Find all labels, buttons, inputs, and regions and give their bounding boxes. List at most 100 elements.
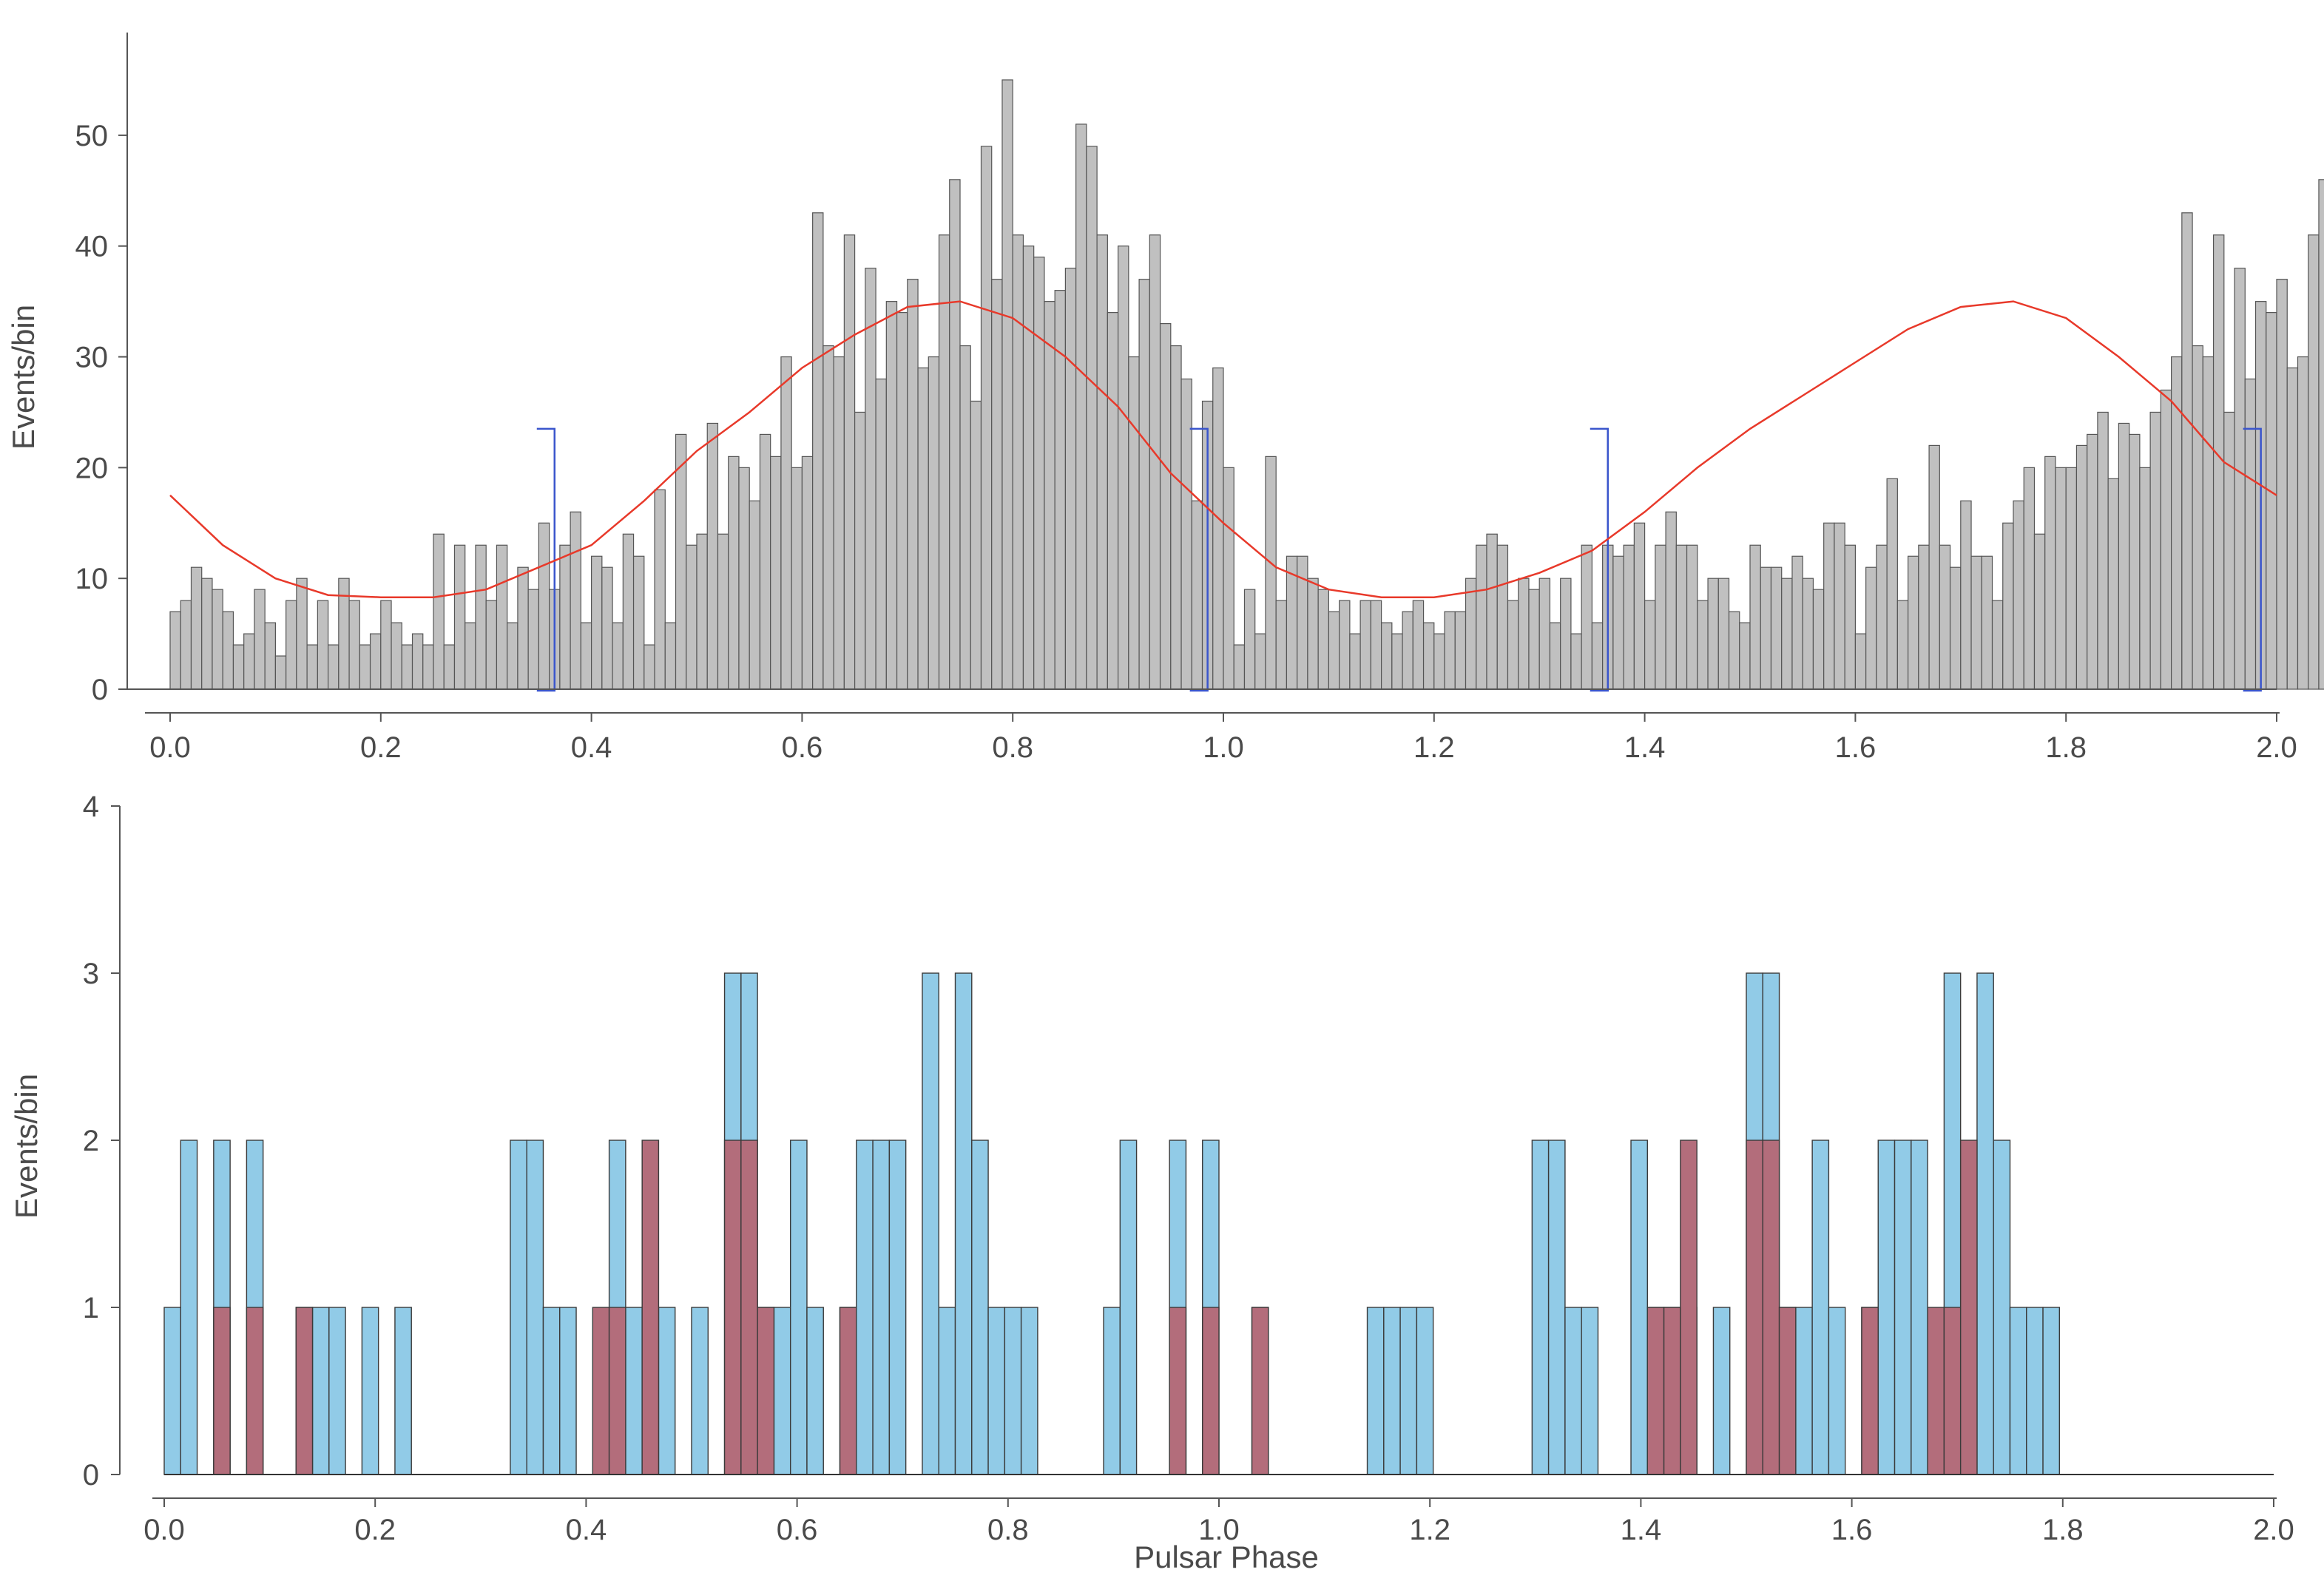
phase-bracket: [1590, 427, 1609, 692]
top-bar: [1686, 544, 1698, 690]
top-bar: [812, 212, 824, 690]
top-bar: [2087, 433, 2098, 690]
top-bar: [1117, 246, 1129, 690]
bottom-bar-blue: [1119, 1140, 1138, 1475]
bottom-bar-red: [1762, 1140, 1780, 1475]
top-y-tick-label: 10: [75, 563, 109, 595]
top-bar: [1444, 611, 1456, 690]
top-bar: [2234, 268, 2246, 690]
top-bar: [2212, 234, 2225, 690]
bottom-x-tick-label: 1.6: [1831, 1514, 1873, 1546]
top-bar: [1854, 633, 1867, 690]
bottom-bar-blue: [559, 1307, 577, 1475]
top-bar: [1665, 511, 1677, 690]
top-y-axis-label: Events/bin: [6, 305, 41, 450]
bottom-bar-blue: [542, 1307, 561, 1475]
top-bar: [453, 544, 466, 690]
bottom-bar-blue: [163, 1307, 181, 1475]
bottom-bar-red: [1959, 1140, 1978, 1475]
top-bar: [1581, 544, 1592, 690]
bottom-bar-red: [1746, 1140, 1763, 1475]
top-bar: [1476, 544, 1487, 690]
top-bar: [1928, 444, 1940, 690]
bottom-bar-blue: [1911, 1140, 1928, 1475]
top-bar: [1380, 622, 1393, 690]
bottom-bar-blue: [1877, 1140, 1896, 1475]
top-bar: [1012, 234, 1024, 690]
top-y-tick-label: 30: [75, 342, 109, 374]
bottom-bar-blue: [526, 1140, 544, 1475]
top-bar: [1275, 600, 1288, 690]
bottom-x-tick-label: 0.2: [354, 1514, 396, 1546]
bottom-bar-red: [1169, 1307, 1187, 1475]
bottom-y-tick-label: 2: [83, 1125, 99, 1157]
top-bar: [1001, 79, 1013, 690]
top-bar: [1138, 279, 1150, 690]
top-y-tick-label: 20: [75, 452, 109, 484]
bottom-bar-blue: [625, 1307, 643, 1475]
top-bar: [190, 566, 203, 690]
top-bar: [180, 600, 192, 690]
top-bar: [328, 644, 340, 690]
top-bar: [749, 500, 761, 690]
top-bar: [1886, 478, 1898, 690]
top-bar: [1970, 555, 1982, 690]
bottom-bar-blue: [1399, 1307, 1418, 1475]
top-bar: [991, 279, 1003, 690]
top-bar: [212, 589, 223, 690]
bottom-bar-blue: [691, 1307, 709, 1475]
top-bar: [2044, 456, 2056, 690]
top-bar: [1454, 611, 1467, 690]
top-x-tick-label: 0.6: [782, 731, 823, 764]
top-bar: [1876, 544, 1888, 690]
bottom-bar-blue: [328, 1307, 346, 1475]
top-bar: [2013, 500, 2024, 690]
bottom-bar-blue: [1383, 1307, 1401, 1475]
top-bar: [1918, 544, 1930, 690]
top-bar: [2297, 356, 2309, 690]
top-bar: [770, 456, 782, 690]
top-bar: [1370, 600, 1382, 690]
top-bar: [917, 367, 929, 690]
top-bar: [2286, 367, 2299, 690]
bottom-y-tick-label: 1: [83, 1292, 99, 1324]
bottom-bar-red: [1663, 1307, 1681, 1475]
bottom-bar-blue: [180, 1140, 198, 1475]
top-bar: [622, 533, 635, 690]
top-bar: [1170, 345, 1182, 690]
top-bar: [1064, 268, 1077, 690]
top-bar: [496, 544, 508, 690]
bottom-bar-blue: [2042, 1307, 2061, 1475]
top-bar: [422, 644, 434, 690]
top-bar: [1075, 123, 1087, 690]
top-bar: [1486, 533, 1498, 690]
top-bar: [1675, 544, 1688, 690]
top-bar: [1655, 544, 1666, 690]
top-bar: [2192, 345, 2203, 690]
top-bar: [1802, 578, 1814, 690]
top-bar: [1981, 555, 1993, 690]
bottom-x-tick-label: 0.4: [566, 1514, 607, 1546]
top-bar: [274, 655, 287, 690]
top-x-tick-label: 1.4: [1624, 731, 1666, 764]
top-bar: [1465, 578, 1477, 690]
top-bar: [1528, 589, 1540, 690]
bottom-bar-red: [1251, 1307, 1269, 1475]
phase-bracket: [2243, 427, 2262, 692]
top-bar: [1328, 611, 1340, 690]
bottom-x-tick-label: 1.4: [1621, 1514, 1662, 1546]
top-bar: [1317, 589, 1330, 690]
bottom-bar-blue: [1581, 1307, 1599, 1475]
top-bar: [959, 345, 971, 690]
bottom-bar-blue: [922, 972, 939, 1475]
top-bar: [264, 622, 277, 690]
top-bar: [538, 522, 550, 690]
top-bar: [1908, 555, 1919, 690]
bottom-bar-red: [608, 1307, 626, 1475]
top-bar: [527, 589, 539, 690]
top-bar: [1496, 544, 1509, 690]
top-bar: [391, 622, 402, 690]
top-bar: [2202, 356, 2215, 690]
top-bar: [222, 611, 234, 690]
